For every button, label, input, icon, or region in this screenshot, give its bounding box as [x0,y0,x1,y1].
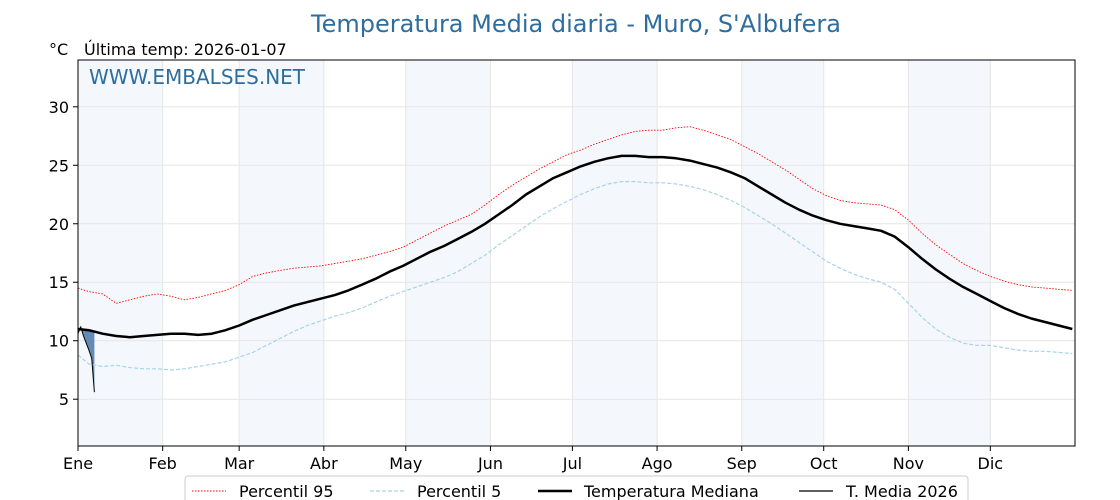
x-tick-label: Jul [562,454,582,473]
x-tick-label: Sep [727,454,757,473]
month-band [908,60,991,446]
x-tick-label: Dic [978,454,1004,473]
x-tick-label: Abr [310,454,338,473]
y-tick-label: 5 [59,390,69,409]
month-band [572,60,658,446]
y-tick-label: 25 [49,156,69,175]
x-axis: Ene Feb Mar Abr May Jun Jul Ago Sep Oct Nov Dic [63,446,1003,473]
plot-frame [77,59,1076,447]
series-line-temperatura-mediana [77,154,1073,339]
x-tick-label: Oct [810,454,838,473]
last-temp-label: Última temp: 2026-01-07 [84,40,287,59]
x-tick-label: Feb [149,454,177,473]
y-tick-label: 30 [49,98,69,117]
legend-label-percentil-5: Percentil 5 [417,482,501,500]
y-axis: 5 10 15 20 25 30 [49,98,78,409]
series-line-percentil-5 [77,181,1073,371]
month-band [78,60,163,446]
x-tick-label: Nov [893,454,924,473]
month-band [239,60,324,446]
grid-lines [77,60,1075,446]
unit-label: °C [49,40,68,59]
legend: Percentil 95 Percentil 5 Temperatura Med… [184,475,969,500]
legend-frame [184,475,969,500]
y-tick-label: 10 [49,332,69,351]
month-band [405,60,491,446]
chart-title: Temperatura Media diaria - Muro, S'Albuf… [310,10,841,38]
x-tick-label: Ago [642,454,673,473]
y-tick-label: 20 [49,215,69,234]
watermark: WWW.EMBALSES.NET [89,65,306,89]
x-tick-label: Ene [63,454,93,473]
legend-label-percentil-95: Percentil 95 [239,482,334,500]
x-tick-label: May [389,454,422,473]
x-tick-label: Jun [477,454,503,473]
series-layer [77,126,1073,393]
series-line-t-media-2026 [77,326,95,393]
month-band [741,60,824,446]
y-tick-label: 15 [49,273,69,292]
x-tick-label: Mar [224,454,255,473]
series-line-percentil-95 [77,126,1073,304]
month-bands [78,60,991,446]
legend-label-temperatura-mediana: Temperatura Mediana [583,482,759,500]
legend-label-t-media-2026: T. Media 2026 [845,482,958,500]
anomaly-fill-2026 [78,326,95,393]
